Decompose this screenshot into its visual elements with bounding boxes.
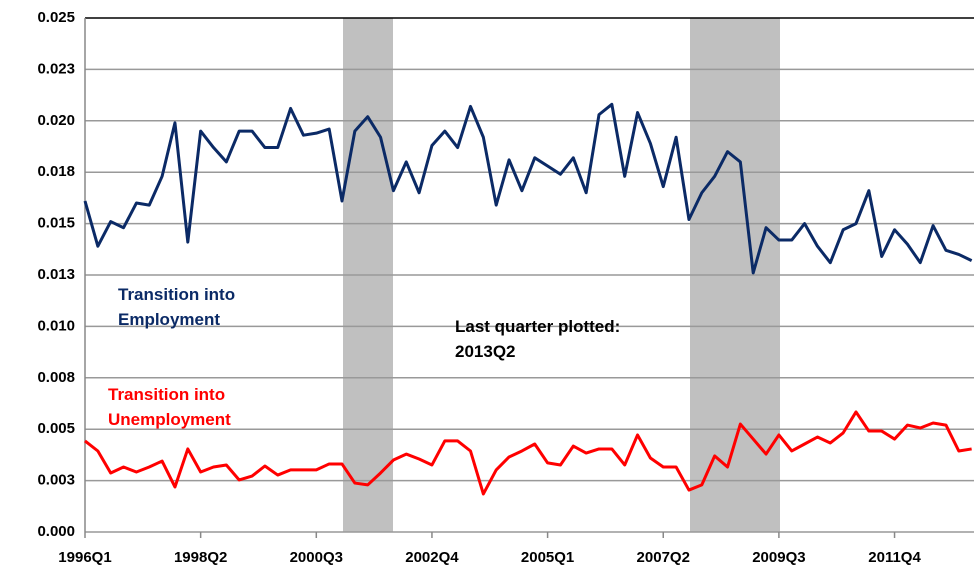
x-tick-label: 2009Q3: [752, 549, 805, 566]
series-label: Transition into Unemployment: [108, 385, 231, 429]
x-tick-label: 2000Q3: [290, 549, 343, 566]
x-tick-label: 2011Q4: [868, 549, 921, 566]
y-tick-label: 0.025: [37, 9, 75, 26]
y-tick-label: 0.000: [37, 523, 75, 540]
x-tick-label: 2002Q4: [405, 549, 459, 566]
x-tick-label: 2007Q2: [637, 549, 690, 566]
y-tick-label: 0.010: [37, 317, 75, 334]
annotation: Last quarter plotted: 2013Q2: [455, 317, 621, 361]
x-tick-label: 1996Q1: [58, 549, 111, 566]
x-tick-label: 2005Q1: [521, 549, 574, 566]
y-tick-label: 0.003: [37, 472, 75, 489]
y-tick-label: 0.015: [37, 215, 75, 232]
y-tick-label: 0.018: [37, 163, 75, 180]
x-tick-label: 1998Q2: [174, 549, 227, 566]
series-line: [84, 410, 972, 496]
y-tick-label: 0.020: [37, 112, 75, 129]
series-label: Transition into Employment: [118, 285, 236, 329]
y-tick-label: 0.005: [37, 420, 75, 437]
y-tick-label: 0.023: [37, 60, 75, 77]
y-tick-label: 0.008: [37, 369, 75, 386]
y-tick-label: 0.013: [37, 266, 75, 283]
annotation-box: [441, 305, 690, 375]
series-line: [83, 102, 973, 275]
